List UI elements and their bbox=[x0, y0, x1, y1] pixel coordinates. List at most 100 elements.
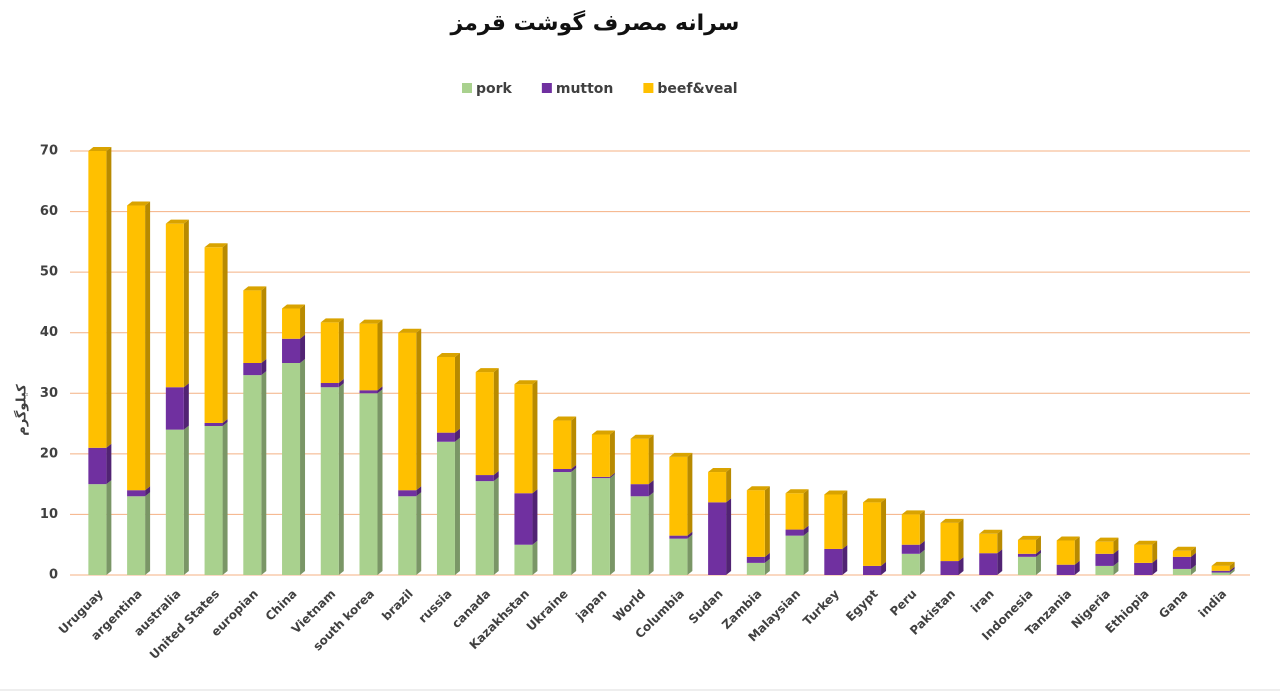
y-tick-label: 70 bbox=[40, 144, 58, 159]
bar-top bbox=[398, 328, 422, 333]
bar bbox=[165, 223, 184, 388]
bar-side bbox=[1113, 549, 1119, 566]
y-tick-label: 10 bbox=[40, 507, 58, 522]
bar-side bbox=[106, 480, 112, 575]
bar-side bbox=[183, 425, 189, 575]
bar bbox=[514, 544, 533, 575]
bar bbox=[1056, 564, 1075, 575]
bar bbox=[398, 496, 417, 575]
bar-top bbox=[630, 434, 654, 439]
bar-side bbox=[261, 286, 267, 363]
bar bbox=[630, 438, 649, 485]
bar bbox=[901, 544, 920, 554]
bar bbox=[1134, 544, 1153, 563]
bar bbox=[669, 456, 688, 536]
bar-top bbox=[204, 243, 228, 248]
bar-side bbox=[454, 437, 460, 575]
bar-side bbox=[222, 418, 228, 426]
bar bbox=[901, 553, 920, 575]
bar-side bbox=[648, 492, 654, 575]
legend-swatch bbox=[643, 83, 654, 93]
bar bbox=[708, 502, 727, 575]
bar bbox=[553, 420, 572, 469]
bar bbox=[940, 561, 959, 575]
bar bbox=[165, 387, 184, 430]
y-tick-label: 30 bbox=[40, 386, 58, 401]
bar-top bbox=[1056, 536, 1080, 541]
bar-side bbox=[338, 383, 344, 575]
bar bbox=[746, 490, 765, 557]
bar-side bbox=[1229, 568, 1235, 575]
bar bbox=[863, 565, 882, 575]
bar bbox=[553, 469, 572, 473]
legend-label: mutton bbox=[556, 81, 614, 97]
bar bbox=[591, 478, 610, 575]
bar-side bbox=[183, 219, 189, 388]
bar bbox=[708, 472, 727, 503]
bar-side bbox=[1152, 558, 1158, 575]
bar-side bbox=[997, 549, 1003, 575]
bar bbox=[204, 247, 223, 423]
bar bbox=[1211, 570, 1230, 573]
bar-side bbox=[106, 443, 112, 485]
bar-top bbox=[1095, 537, 1119, 542]
bar-side bbox=[338, 318, 344, 383]
bar-side bbox=[881, 498, 887, 566]
bar-side bbox=[454, 352, 460, 433]
bar-top bbox=[243, 286, 267, 291]
bar-top bbox=[708, 468, 732, 473]
bar-side bbox=[145, 492, 151, 575]
bar-top bbox=[785, 489, 809, 494]
bar bbox=[436, 432, 455, 442]
bar bbox=[320, 382, 339, 388]
bar-side bbox=[919, 549, 925, 575]
bar-side bbox=[377, 389, 383, 575]
chart-title: سرانه مصرف گوشت قرمز bbox=[450, 9, 740, 36]
bar-side bbox=[571, 465, 577, 473]
bar bbox=[940, 522, 959, 562]
bar-side bbox=[532, 380, 538, 494]
bar-top bbox=[746, 486, 770, 491]
bar bbox=[1134, 562, 1153, 575]
bar-side bbox=[609, 474, 615, 575]
bar-side bbox=[842, 490, 848, 549]
bar bbox=[669, 538, 688, 575]
bar bbox=[436, 441, 455, 575]
bar bbox=[1172, 550, 1191, 557]
bar-side bbox=[183, 383, 189, 430]
bar-top bbox=[863, 498, 887, 503]
bar-side bbox=[1113, 561, 1119, 575]
bar bbox=[127, 490, 146, 497]
bar bbox=[1211, 565, 1230, 571]
bar bbox=[204, 425, 223, 575]
bar-side bbox=[881, 561, 887, 575]
bar bbox=[979, 553, 998, 575]
bar bbox=[282, 363, 301, 575]
bar-side bbox=[377, 319, 383, 391]
bar bbox=[243, 363, 262, 376]
bar-side bbox=[1074, 536, 1080, 565]
bar-side bbox=[106, 147, 112, 448]
bar-top bbox=[514, 380, 538, 385]
bar bbox=[863, 502, 882, 566]
bar bbox=[436, 356, 455, 433]
bar-side bbox=[493, 477, 499, 575]
y-tick-label: 0 bbox=[49, 568, 58, 583]
bar-side bbox=[261, 359, 267, 376]
legend-label: pork bbox=[476, 81, 513, 97]
bar bbox=[514, 384, 533, 494]
bar bbox=[282, 338, 301, 363]
bar-top bbox=[1172, 546, 1196, 551]
bar-side bbox=[454, 428, 460, 442]
bar-top bbox=[127, 201, 151, 206]
bar-top bbox=[1017, 535, 1041, 540]
bar-side bbox=[1229, 566, 1235, 573]
bar-side bbox=[1035, 535, 1041, 554]
y-tick-label: 60 bbox=[40, 204, 58, 219]
bar-side bbox=[1035, 552, 1041, 575]
bar bbox=[514, 493, 533, 545]
bar-side bbox=[609, 472, 615, 479]
bar bbox=[824, 548, 843, 575]
bar-side bbox=[532, 489, 538, 545]
bar bbox=[1017, 553, 1036, 557]
